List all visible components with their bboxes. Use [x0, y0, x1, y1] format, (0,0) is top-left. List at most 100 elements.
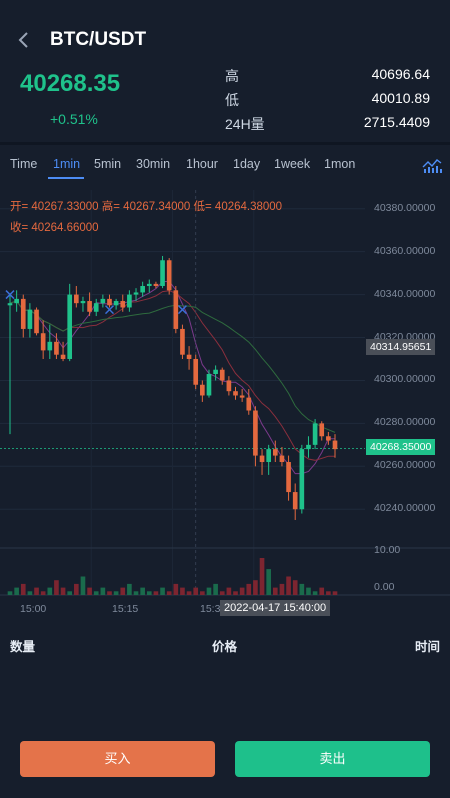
tab-1week[interactable]: 1week	[274, 157, 311, 171]
candle-body	[80, 301, 86, 304]
volume-bar	[67, 591, 73, 595]
tab-1day[interactable]: 1day	[233, 157, 261, 171]
volume-bar	[180, 587, 185, 595]
candle-body	[93, 303, 99, 312]
candle-body	[326, 436, 331, 441]
last-price: 40268.35	[20, 70, 121, 97]
ohlc-line-1: 开= 40267.33000 高= 40267.34000 低= 40264.3…	[10, 201, 283, 213]
volume-bar	[272, 587, 278, 595]
volume-bar	[266, 569, 271, 595]
candle-body	[279, 455, 285, 463]
tab-1hour[interactable]: 1hour	[186, 157, 218, 171]
volume-bar	[239, 587, 245, 595]
volume-bar	[47, 587, 53, 595]
change-percent: +0.51%	[50, 111, 98, 127]
candle-body	[292, 492, 298, 510]
active-tab-indicator	[48, 177, 84, 179]
tab-time[interactable]: Time	[10, 157, 38, 171]
back-arrow-icon[interactable]	[14, 30, 34, 50]
volume-bar	[20, 583, 26, 595]
volume-bar	[306, 587, 311, 595]
volume-bar	[127, 583, 132, 595]
volume-bar	[14, 587, 19, 595]
stat-volume-value: 2715.4409	[363, 114, 430, 130]
y-tick-label: 40380.00000	[374, 201, 436, 214]
volume-tick-label: 10.00	[374, 544, 401, 556]
candle-body	[186, 354, 192, 359]
volume-bar	[213, 583, 218, 595]
volume-bar	[259, 558, 265, 595]
tab-5min[interactable]: 5min	[94, 157, 122, 171]
candle-body	[146, 283, 152, 287]
stat-volume-label: 24H量	[225, 116, 265, 132]
candle-body	[239, 395, 245, 398]
candle-body	[166, 260, 172, 291]
volume-bar	[286, 576, 291, 595]
candle-body	[60, 354, 66, 359]
chart-settings-icon[interactable]	[422, 157, 442, 173]
volume-bar	[54, 580, 59, 595]
candle-body	[74, 294, 79, 304]
y-tick-label: 40300.00000	[374, 373, 436, 386]
buy-button[interactable]: 买入	[20, 741, 215, 777]
tab-1mon[interactable]: 1mon	[324, 157, 356, 171]
candle-body	[160, 260, 165, 287]
ohlc-line-2: 收= 40264.66000	[10, 222, 99, 234]
candle-body	[332, 440, 338, 450]
candle-body	[47, 341, 53, 351]
volume-bar	[173, 583, 179, 595]
candle-body	[54, 341, 59, 355]
candle-body	[259, 455, 265, 463]
tab-30min[interactable]: 30min	[136, 157, 171, 171]
volume-bar	[100, 587, 106, 595]
candle-body	[87, 301, 92, 312]
col-price: 价格	[212, 640, 238, 654]
candle-body	[266, 449, 271, 463]
candle-body	[272, 449, 278, 456]
x-tick-label: 15:15	[112, 603, 139, 615]
sell-button[interactable]: 卖出	[235, 741, 430, 777]
volume-bar	[326, 591, 331, 595]
candle-body	[219, 369, 225, 381]
candle-body	[120, 301, 126, 308]
candle-body	[286, 462, 291, 493]
volume-bar	[107, 591, 112, 595]
x-tick-label: 15:3	[200, 603, 221, 615]
volume-bar	[319, 587, 325, 595]
candle-body	[100, 298, 106, 304]
volume-bar	[279, 583, 285, 595]
candle-body	[226, 380, 232, 392]
stat-low-value: 40010.89	[371, 90, 430, 106]
volume-bar	[93, 591, 99, 595]
crosshair-price-tag: 40314.95651	[366, 339, 436, 356]
candle-body	[213, 369, 218, 375]
trade-list-header: 数量 价格 时间	[0, 636, 450, 656]
pair-title: BTC/USDT	[50, 29, 147, 50]
tab-1min[interactable]: 1min	[53, 157, 81, 171]
candle-body	[193, 358, 199, 385]
candle-body	[140, 286, 145, 293]
candle-body	[173, 290, 179, 329]
candle-body	[67, 294, 73, 359]
volume-bar	[332, 591, 338, 595]
interval-tabs: Time 1min 5min 30min 1hour 1day 1week 1m…	[0, 145, 450, 183]
candle-body	[312, 423, 318, 445]
candle-body	[20, 298, 26, 329]
volume-bar	[312, 591, 318, 595]
candle-body	[246, 397, 252, 411]
candle-body	[233, 391, 238, 396]
volume-bar	[292, 580, 298, 595]
volume-bar	[146, 591, 152, 595]
volume-bar	[200, 591, 205, 595]
volume-bar	[34, 587, 39, 595]
candle-body	[34, 309, 39, 334]
volume-bar	[233, 591, 238, 595]
volume-tick-label: 0.00	[374, 581, 395, 593]
candle-body	[40, 333, 46, 351]
volume-bar	[60, 587, 66, 595]
signal-marker-icon	[177, 305, 187, 315]
candlestick-chart[interactable]	[0, 190, 450, 620]
candle-body	[107, 298, 112, 306]
volume-bar	[140, 587, 145, 595]
candle-body	[133, 292, 139, 295]
